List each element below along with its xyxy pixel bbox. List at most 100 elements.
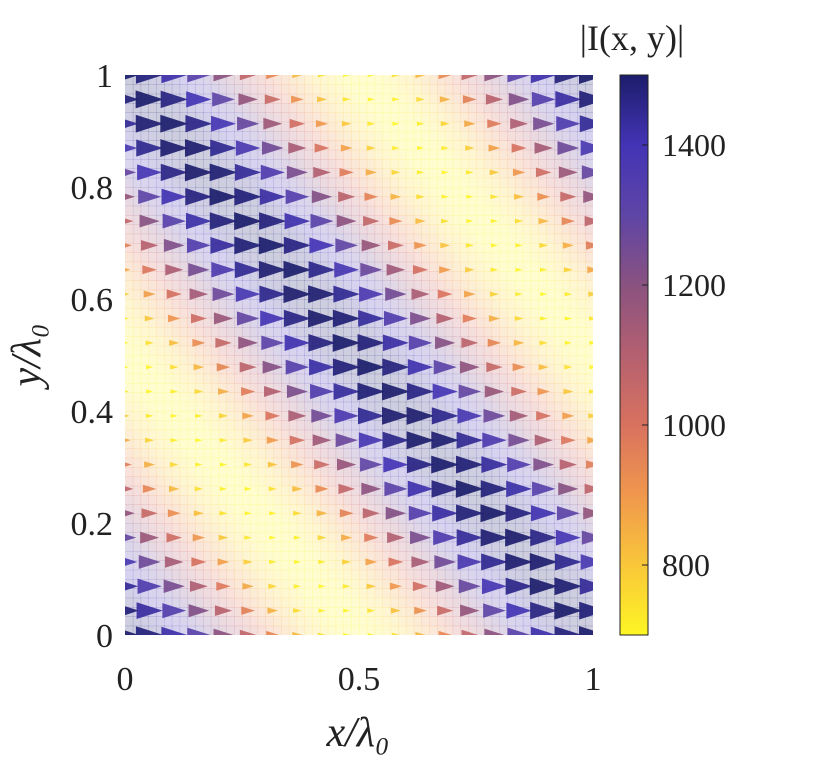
vector-arrow	[387, 532, 405, 544]
heat-cell	[421, 345, 430, 356]
vector-arrow	[239, 629, 257, 635]
heat-cell	[585, 495, 593, 505]
heat-cell	[538, 439, 547, 449]
heat-cell	[421, 541, 430, 552]
heat-cell	[468, 429, 477, 440]
vector-arrow	[135, 114, 164, 133]
heat-cell	[421, 261, 430, 272]
heat-cell	[335, 224, 344, 235]
heat-cell	[382, 252, 391, 263]
heat-cell	[257, 476, 266, 487]
vector-arrow	[505, 577, 533, 595]
heat-cell	[156, 495, 165, 505]
heat-cell	[366, 420, 376, 431]
heat-cell	[359, 327, 368, 337]
heat-cell	[577, 457, 586, 468]
vector-arrow	[285, 359, 310, 375]
heat-cell	[468, 569, 477, 580]
heat-cell	[374, 495, 383, 505]
heat-cell	[304, 75, 313, 85]
heat-cell	[203, 448, 212, 459]
heat-cell	[522, 485, 532, 496]
heat-cell	[257, 355, 266, 365]
heat-cell	[164, 476, 173, 487]
heat-cell	[343, 569, 352, 580]
heat-cell	[522, 84, 532, 95]
heat-cell	[234, 252, 243, 263]
heat-cell	[374, 439, 383, 449]
heat-cell	[125, 420, 134, 431]
heat-cell	[561, 401, 571, 412]
heat-cell	[125, 75, 134, 85]
heat-cell	[179, 411, 188, 421]
heat-cell	[359, 205, 368, 216]
vector-arrow	[209, 187, 238, 206]
heat-cell	[343, 84, 352, 95]
vector-arrow	[170, 364, 179, 370]
vector-arrow	[162, 213, 186, 229]
vector-arrow	[211, 115, 237, 132]
vector-arrow	[335, 433, 358, 448]
heat-cell	[249, 317, 259, 328]
vector-arrow	[259, 212, 287, 230]
heat-cell	[499, 336, 508, 347]
heat-cell	[343, 233, 352, 244]
heat-cell	[538, 103, 547, 113]
vector-arrow	[564, 364, 573, 370]
heat-cell	[546, 140, 555, 151]
heat-cell	[343, 429, 352, 440]
heat-cell	[405, 112, 415, 123]
vector-arrow	[388, 240, 404, 251]
vector-arrow	[189, 288, 209, 300]
heat-cell	[304, 103, 313, 113]
heat-cell	[234, 392, 243, 403]
heat-cell	[148, 252, 157, 263]
heat-cell	[312, 373, 321, 384]
heat-cell	[460, 205, 469, 216]
heat-cell	[195, 271, 204, 281]
vector-arrow	[587, 436, 593, 444]
heat-cell	[499, 280, 508, 291]
heat-cell	[359, 597, 368, 608]
heat-cell	[522, 383, 532, 393]
heat-cell	[452, 205, 461, 216]
heat-cell	[148, 308, 157, 319]
heat-cell	[483, 224, 493, 235]
vector-arrow	[412, 265, 429, 275]
heat-cell	[187, 495, 196, 505]
heat-cell	[413, 121, 422, 132]
heat-cell	[374, 579, 383, 589]
heat-cell	[288, 541, 298, 552]
heat-cell	[281, 140, 290, 151]
heat-cell	[476, 364, 485, 375]
heat-cell	[561, 467, 571, 477]
heat-cell	[460, 448, 469, 459]
heat-cell	[265, 345, 274, 356]
vector-arrow	[195, 438, 203, 443]
heat-cell	[257, 467, 266, 477]
heat-cell	[140, 159, 149, 169]
heat-cell	[374, 616, 383, 627]
heat-cell	[483, 373, 493, 384]
vector-arrow	[555, 90, 582, 108]
heat-cell	[195, 187, 204, 197]
heat-cell	[304, 569, 313, 580]
heat-cell	[554, 168, 563, 179]
heat-cell	[132, 485, 142, 496]
vector-arrow	[194, 388, 204, 395]
heat-cell	[343, 541, 352, 552]
heat-cell	[226, 177, 235, 188]
heat-cell	[288, 75, 298, 85]
heat-cell	[468, 215, 477, 225]
heat-cell	[257, 448, 266, 459]
heat-cell	[125, 504, 134, 515]
heat-cell	[499, 373, 508, 384]
heat-cell	[327, 327, 337, 337]
heat-cell	[203, 252, 212, 263]
heat-cell	[351, 467, 360, 477]
heat-cell	[210, 541, 220, 552]
heat-cell	[483, 308, 493, 319]
heat-cell	[444, 392, 454, 403]
heat-cell	[242, 625, 251, 635]
heat-cell	[171, 597, 181, 608]
